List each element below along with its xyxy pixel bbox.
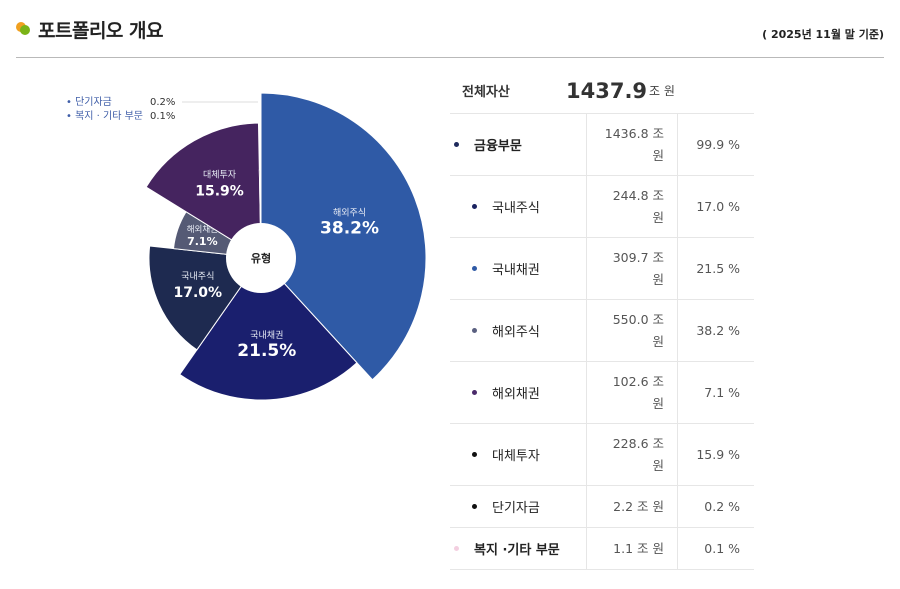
svg-text:해외주식: 해외주식	[333, 207, 366, 219]
row-amount: 1436.8 조 원	[586, 114, 678, 175]
svg-text:해외채권: 해외채권	[187, 224, 218, 235]
row-label: 국내채권	[492, 263, 540, 278]
row-percent: 21.5 %	[696, 261, 740, 276]
row-amount: 244.8 조 원	[586, 176, 678, 237]
row-percent: 17.0 %	[696, 199, 740, 214]
row-amount: 1.1 조 원	[586, 528, 678, 569]
table-row: 해외주식 550.0 조 원 38.2 %	[450, 300, 754, 362]
svg-text:15.9%: 15.9%	[195, 183, 244, 199]
total-unit: 조 원	[649, 84, 675, 98]
asset-table: 전체자산 1437.9 조 원 금융부문 1436.8 조 원 99.9 % 국내주식…	[450, 68, 754, 570]
chart-center	[226, 223, 296, 293]
title-bullet-icon	[16, 22, 32, 36]
svg-text:17.0%: 17.0%	[174, 285, 223, 301]
row-percent: 15.9 %	[696, 447, 740, 462]
row-name: 복지 ·기타 부문	[450, 528, 586, 569]
legend-pct: 0.2%	[150, 97, 176, 108]
svg-text:21.5%: 21.5%	[237, 341, 296, 361]
row-percent: 99.9 %	[696, 137, 740, 152]
slice-4[interactable]	[145, 122, 262, 259]
table-row: 대체투자 228.6 조 원 15.9 %	[450, 424, 754, 486]
svg-text:7.1%: 7.1%	[187, 235, 218, 248]
legend-item: • 복지 · 기타 부문 0.1%	[66, 110, 175, 124]
table-row: 단기자금 2.2 조 원 0.2 %	[450, 486, 754, 528]
row-percent: 7.1 %	[704, 385, 740, 400]
row-name: 금융부문	[450, 114, 586, 175]
row-label: 해외주식	[492, 325, 540, 340]
portfolio-polar-chart: 해외주식 38.2% 국내채권 21.5% 국내주식 17.0% 해외채권 7.1% 대체투자 1…	[60, 86, 440, 416]
row-name: 해외주식	[450, 300, 586, 361]
table-row: 해외채권 102.6 조 원 7.1 %	[450, 362, 754, 424]
table-row: 금융부문 1436.8 조 원 99.9 %	[450, 114, 754, 176]
page-title: 포트폴리오 개요	[38, 20, 163, 42]
row-amount: 228.6 조 원	[586, 424, 678, 485]
row-percent: 0.2 %	[704, 499, 740, 514]
table-row: 국내채권 309.7 조 원 21.5 %	[450, 238, 754, 300]
bullet-dot-icon	[472, 390, 477, 395]
row-percent: 0.1 %	[704, 541, 740, 556]
svg-text:대체투자: 대체투자	[203, 169, 237, 180]
svg-text:38.2%: 38.2%	[320, 219, 379, 239]
row-label: 단기자금	[492, 501, 540, 516]
bullet-dot-icon	[454, 546, 459, 551]
legend-label: • 단기자금	[66, 97, 112, 108]
bullet-dot-icon	[472, 204, 477, 209]
bullet-dot-icon	[472, 266, 477, 271]
slice-0[interactable]	[260, 92, 427, 381]
row-name: 대체투자	[450, 424, 586, 485]
slice-1[interactable]	[179, 257, 358, 401]
basis-date: ( 2025년 11월 말 기준)	[762, 28, 884, 41]
row-label: 복지 ·기타 부문	[474, 543, 560, 558]
bullet-dot-icon	[472, 504, 477, 509]
row-label: 금융부문	[474, 139, 522, 154]
row-label: 해외채권	[492, 387, 540, 402]
table-row: 국내주식 244.8 조 원 17.0 %	[450, 176, 754, 238]
row-name: 국내채권	[450, 238, 586, 299]
bullet-dot-icon	[472, 328, 477, 333]
row-amount: 309.7 조 원	[586, 238, 678, 299]
slice-6[interactable]	[259, 99, 262, 259]
svg-text:국내주식: 국내주식	[181, 271, 214, 282]
total-value: 1437.9	[566, 78, 648, 103]
table-row: 복지 ·기타 부문 1.1 조 원 0.1 %	[450, 528, 754, 570]
row-amount: 550.0 조 원	[586, 300, 678, 361]
svg-text:국내채권: 국내채권	[250, 329, 283, 341]
page-header: 포트폴리오 개요 ( 2025년 11월 말 기준)	[16, 14, 884, 58]
row-amount: 2.2 조 원	[586, 486, 678, 527]
row-name: 해외채권	[450, 362, 586, 423]
legend-item: • 단기자금 0.2%	[66, 96, 175, 110]
row-name: 국내주식	[450, 176, 586, 237]
row-label: 국내주식	[492, 201, 540, 216]
chart-legend: • 단기자금 0.2% • 복지 · 기타 부문 0.1%	[66, 96, 175, 124]
row-amount: 102.6 조 원	[586, 362, 678, 423]
total-label: 전체자산	[462, 85, 510, 100]
total-assets-row: 전체자산 1437.9 조 원	[450, 68, 754, 114]
legend-pct: 0.1%	[150, 111, 176, 122]
bullet-dot-icon	[454, 142, 459, 147]
legend-label: • 복지 · 기타 부문	[66, 111, 143, 122]
row-name: 단기자금	[450, 486, 586, 527]
svg-text:유형: 유형	[251, 251, 271, 265]
row-percent: 38.2 %	[696, 323, 740, 338]
bullet-dot-icon	[472, 452, 477, 457]
row-label: 대체투자	[492, 449, 540, 464]
